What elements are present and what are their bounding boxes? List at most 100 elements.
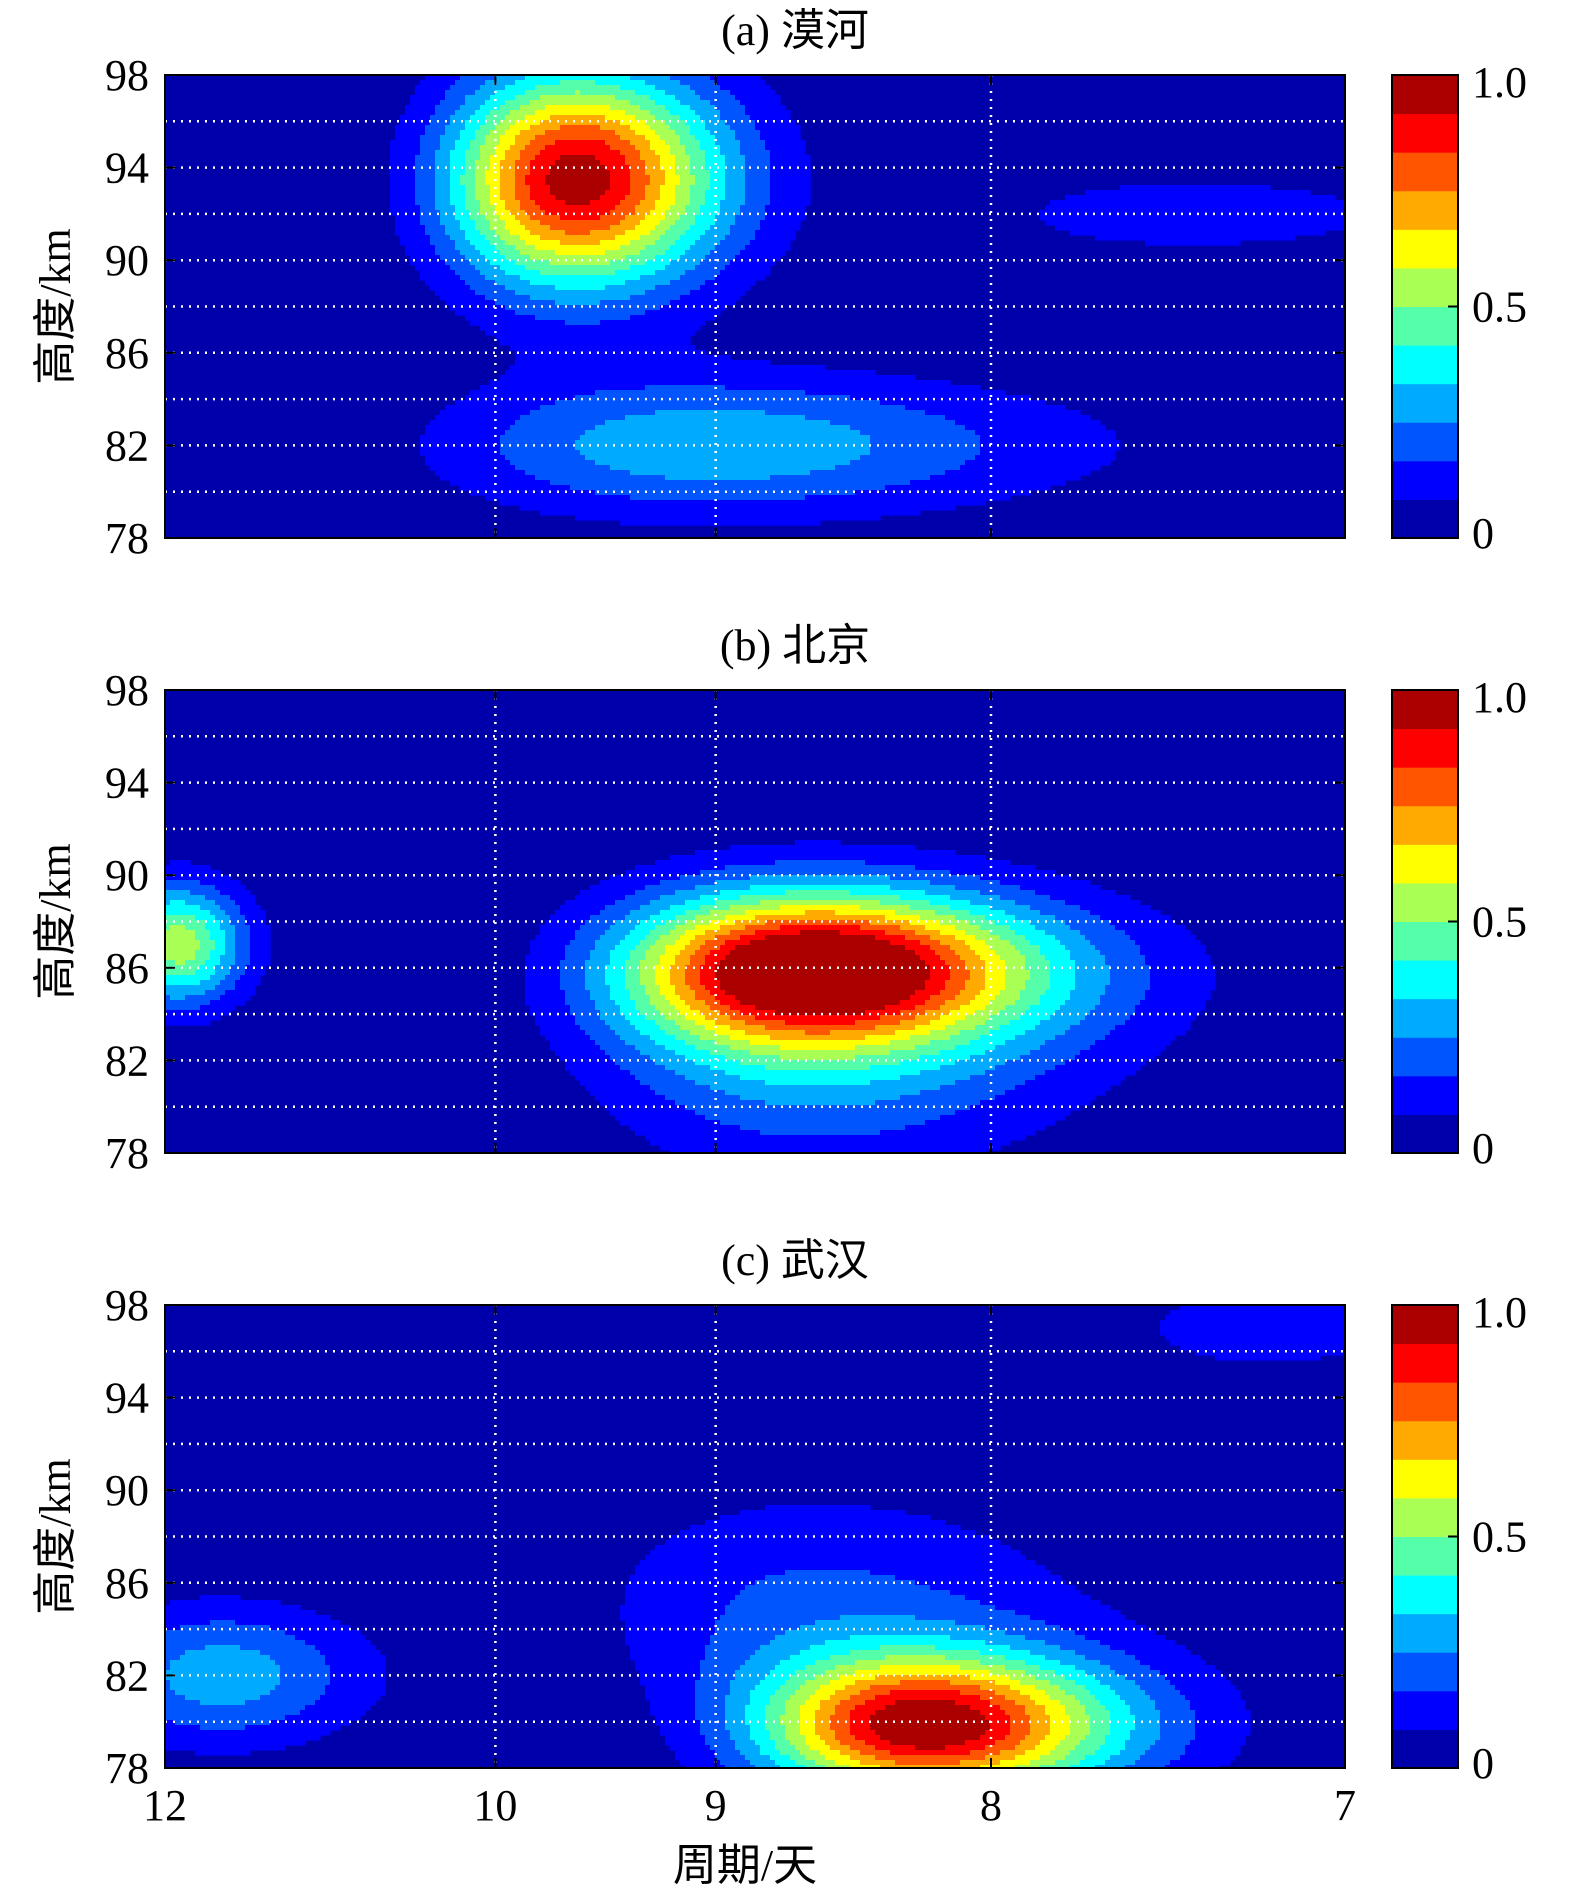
field-cell (550, 260, 556, 266)
field-cell (655, 135, 661, 141)
field-cell (680, 225, 686, 231)
field-cell (1160, 235, 1166, 241)
field-cell (565, 325, 571, 331)
field-cell (655, 275, 661, 281)
field-cell (725, 245, 731, 251)
field-cell (705, 160, 711, 166)
field-cell (475, 85, 481, 91)
field-cell (775, 155, 781, 161)
field-cell (510, 275, 516, 281)
field-cell (665, 140, 671, 146)
field-cell (730, 150, 736, 156)
field-cell (1280, 220, 1286, 226)
field-cell (1230, 195, 1236, 201)
field-cell (735, 220, 741, 226)
field-cell (625, 110, 631, 116)
field-cell (475, 185, 481, 191)
field-cell (500, 195, 506, 201)
field-cell (1190, 220, 1196, 226)
field-cell (635, 305, 641, 311)
field-cell (770, 145, 776, 151)
field-cell (1080, 230, 1086, 236)
field-cell (505, 135, 511, 141)
field-cell (525, 245, 531, 251)
field-cell (740, 110, 746, 116)
field-cell (715, 180, 721, 186)
field-cell (610, 200, 616, 206)
field-cell (770, 370, 776, 376)
field-cell (675, 225, 681, 231)
field-cell (495, 240, 501, 246)
field-cell (485, 180, 491, 186)
field-cell (755, 190, 761, 196)
field-cell (650, 230, 656, 236)
field-cell (625, 300, 631, 306)
field-cell (480, 260, 486, 266)
field-cell (510, 115, 516, 121)
field-cell (590, 260, 596, 266)
field-cell (510, 325, 516, 331)
field-cell (1135, 195, 1141, 201)
field-cell (730, 85, 736, 91)
field-cell (520, 245, 526, 251)
field-cell (465, 230, 471, 236)
field-cell (395, 175, 401, 181)
field-cell (740, 105, 746, 111)
field-cell (590, 200, 596, 206)
field-cell (425, 280, 431, 286)
field-cell (745, 200, 751, 206)
field-cell (625, 160, 631, 166)
field-cell (1315, 195, 1321, 201)
field-cell (520, 155, 526, 161)
field-cell (735, 150, 741, 156)
field-cell (625, 90, 631, 96)
field-cell (705, 215, 711, 221)
field-cell (440, 180, 446, 186)
field-cell (475, 170, 481, 176)
field-cell (560, 230, 566, 236)
field-cell (535, 250, 541, 256)
field-cell (540, 310, 546, 316)
field-cell (445, 195, 451, 201)
field-cell (500, 295, 506, 301)
field-cell (735, 240, 741, 246)
field-cell (540, 120, 546, 126)
field-cell (495, 155, 501, 161)
field-cell (720, 295, 726, 301)
field-cell (740, 265, 746, 271)
field-cell (1215, 240, 1221, 246)
field-cell (495, 205, 501, 211)
field-cell (705, 190, 711, 196)
field-cell (600, 115, 606, 121)
field-cell (605, 85, 611, 91)
field-cell (710, 115, 716, 121)
field-cell (765, 190, 771, 196)
field-cell (545, 120, 551, 126)
field-cell (690, 180, 696, 186)
field-cell (575, 175, 581, 181)
field-cell (625, 360, 631, 366)
field-cell (585, 115, 591, 121)
field-cell (705, 90, 711, 96)
field-cell (630, 125, 636, 131)
field-cell (1215, 230, 1221, 236)
field-cell (1075, 220, 1081, 226)
field-cell (455, 140, 461, 146)
field-cell (545, 285, 551, 291)
field-cell (700, 170, 706, 176)
field-cell (760, 245, 766, 251)
field-cell (460, 295, 466, 301)
field-cell (735, 270, 741, 276)
field-cell (535, 190, 541, 196)
field-cell (655, 165, 661, 171)
field-cell (575, 350, 581, 356)
field-cell (395, 205, 401, 211)
field-cell (720, 360, 726, 366)
field-cell (645, 85, 651, 91)
field-cell (610, 150, 616, 156)
field-cell (605, 185, 611, 191)
field-cell (515, 200, 521, 206)
field-cell (660, 185, 666, 191)
field-cell (620, 225, 626, 231)
field-cell (600, 275, 606, 281)
